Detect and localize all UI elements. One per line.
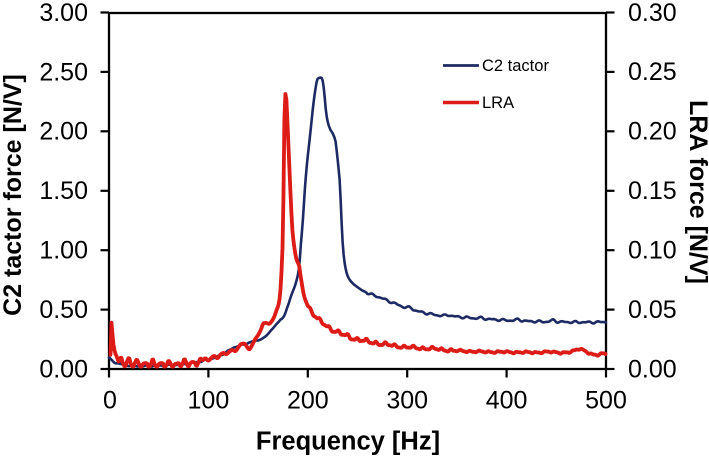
svg-text:0.00: 0.00 bbox=[628, 355, 677, 383]
svg-text:3.00: 3.00 bbox=[39, 0, 88, 27]
svg-text:1.00: 1.00 bbox=[39, 237, 88, 265]
svg-text:0.10: 0.10 bbox=[628, 237, 677, 265]
svg-text:0.50: 0.50 bbox=[39, 296, 88, 324]
svg-text:0.30: 0.30 bbox=[628, 0, 677, 27]
svg-text:0.15: 0.15 bbox=[628, 177, 677, 205]
svg-text:0.05: 0.05 bbox=[628, 296, 677, 324]
svg-text:LRA force [N/V]: LRA force [N/V] bbox=[684, 100, 709, 284]
svg-text:LRA: LRA bbox=[482, 94, 514, 112]
svg-text:200: 200 bbox=[287, 387, 329, 415]
svg-text:C2 tactor force [N/V]: C2 tactor force [N/V] bbox=[0, 74, 27, 316]
svg-text:2.00: 2.00 bbox=[39, 118, 88, 146]
svg-text:2.50: 2.50 bbox=[39, 58, 88, 86]
svg-text:0.25: 0.25 bbox=[628, 58, 677, 86]
svg-text:400: 400 bbox=[486, 387, 528, 415]
svg-text:300: 300 bbox=[386, 387, 428, 415]
svg-text:500: 500 bbox=[585, 387, 627, 415]
svg-text:0.00: 0.00 bbox=[39, 355, 88, 383]
svg-text:1.50: 1.50 bbox=[39, 177, 88, 205]
svg-text:C2 tactor: C2 tactor bbox=[482, 57, 549, 75]
svg-text:0.20: 0.20 bbox=[628, 118, 677, 146]
svg-text:100: 100 bbox=[188, 387, 230, 415]
svg-text:0: 0 bbox=[103, 387, 117, 415]
svg-text:Frequency [Hz]: Frequency [Hz] bbox=[256, 428, 440, 456]
